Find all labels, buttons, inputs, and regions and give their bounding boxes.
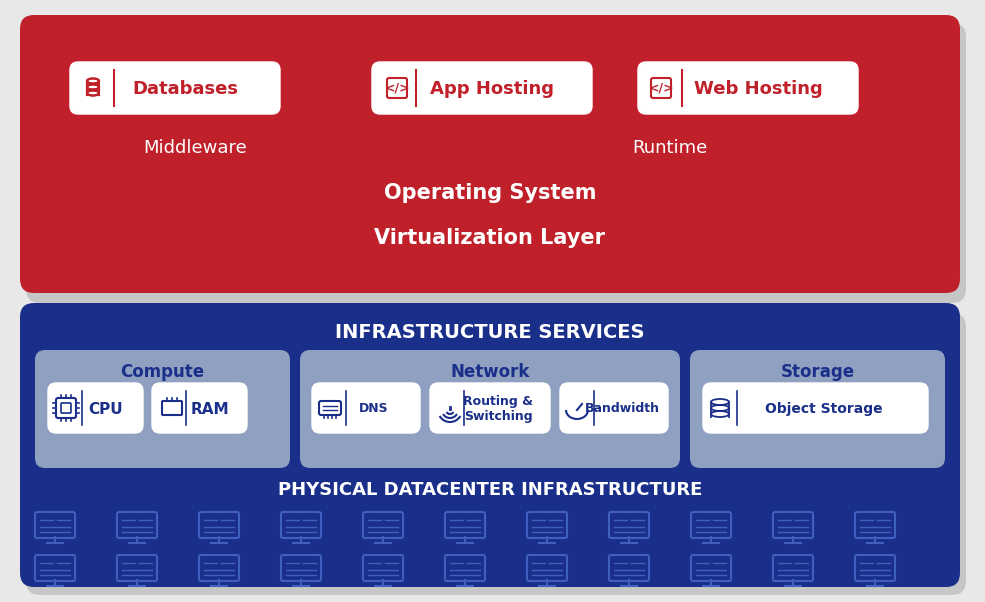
Text: PHYSICAL DATACENTER INFRASTRUCTURE: PHYSICAL DATACENTER INFRASTRUCTURE xyxy=(278,481,702,499)
FancyBboxPatch shape xyxy=(430,383,550,433)
Text: Middleware: Middleware xyxy=(143,139,247,157)
Text: Runtime: Runtime xyxy=(632,139,707,157)
Text: Operating System: Operating System xyxy=(384,183,596,203)
FancyBboxPatch shape xyxy=(703,383,928,433)
FancyBboxPatch shape xyxy=(70,62,280,114)
Text: Routing &
Switching: Routing & Switching xyxy=(463,395,533,423)
Text: </>: </> xyxy=(648,81,674,95)
Text: Databases: Databases xyxy=(132,80,238,98)
Text: Web Hosting: Web Hosting xyxy=(693,80,822,98)
FancyBboxPatch shape xyxy=(20,303,960,587)
Text: Virtualization Layer: Virtualization Layer xyxy=(374,228,606,248)
FancyBboxPatch shape xyxy=(372,62,592,114)
FancyBboxPatch shape xyxy=(35,350,290,468)
Text: DNS: DNS xyxy=(360,403,389,415)
Text: </>: </> xyxy=(384,81,410,95)
Text: Storage: Storage xyxy=(780,363,855,381)
FancyBboxPatch shape xyxy=(48,383,143,433)
FancyBboxPatch shape xyxy=(300,350,680,468)
Text: Compute: Compute xyxy=(120,363,205,381)
FancyBboxPatch shape xyxy=(638,62,858,114)
Text: Bandwidth: Bandwidth xyxy=(584,403,660,415)
Text: Object Storage: Object Storage xyxy=(764,402,883,416)
FancyBboxPatch shape xyxy=(690,350,945,468)
FancyBboxPatch shape xyxy=(20,15,960,293)
Text: INFRASTRUCTURE SERVICES: INFRASTRUCTURE SERVICES xyxy=(335,323,645,341)
Text: CPU: CPU xyxy=(89,402,123,417)
Text: Network: Network xyxy=(450,363,530,381)
FancyBboxPatch shape xyxy=(26,23,966,303)
FancyBboxPatch shape xyxy=(26,313,966,595)
Text: RAM: RAM xyxy=(190,402,229,417)
FancyBboxPatch shape xyxy=(312,383,420,433)
FancyBboxPatch shape xyxy=(152,383,247,433)
FancyBboxPatch shape xyxy=(560,383,668,433)
Text: App Hosting: App Hosting xyxy=(430,80,554,98)
